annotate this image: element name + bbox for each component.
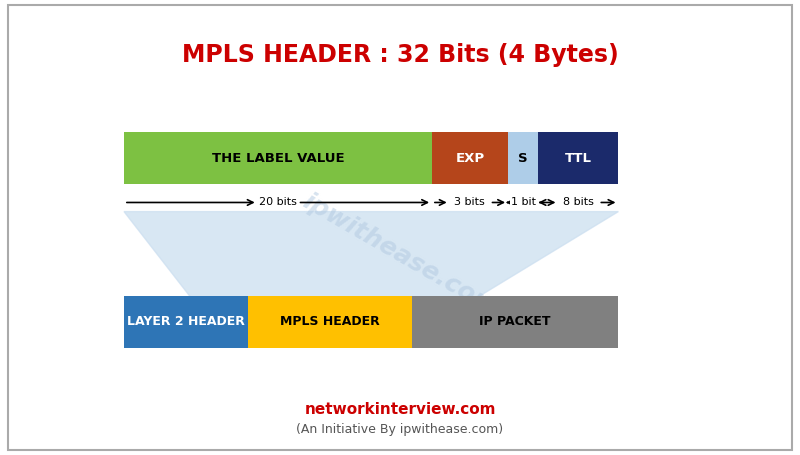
Bar	[538, 132, 618, 184]
Text: 8 bits: 8 bits	[563, 197, 594, 207]
Text: 3 bits: 3 bits	[454, 197, 485, 207]
Text: (An Initiative By ipwithease.com): (An Initiative By ipwithease.com)	[297, 424, 503, 436]
Text: 20 bits: 20 bits	[258, 197, 297, 207]
Bar	[124, 296, 248, 348]
Text: ipwithease.com: ipwithease.com	[298, 189, 502, 320]
Text: MPLS HEADER : 32 Bits (4 Bytes): MPLS HEADER : 32 Bits (4 Bytes)	[182, 43, 618, 66]
Bar	[248, 296, 412, 348]
Bar	[412, 296, 618, 348]
Polygon shape	[124, 212, 618, 330]
Bar	[508, 132, 538, 184]
Text: EXP: EXP	[455, 152, 485, 165]
Text: IP PACKET: IP PACKET	[479, 315, 551, 329]
Text: 1 bit: 1 bit	[510, 197, 536, 207]
Text: S: S	[518, 152, 528, 165]
Text: THE LABEL VALUE: THE LABEL VALUE	[212, 152, 344, 165]
Text: TTL: TTL	[565, 152, 592, 165]
Text: networkinterview.com: networkinterview.com	[304, 402, 496, 417]
Bar	[124, 132, 432, 184]
Text: LAYER 2 HEADER: LAYER 2 HEADER	[127, 315, 245, 329]
Text: MPLS HEADER: MPLS HEADER	[280, 315, 380, 329]
Bar	[432, 132, 508, 184]
